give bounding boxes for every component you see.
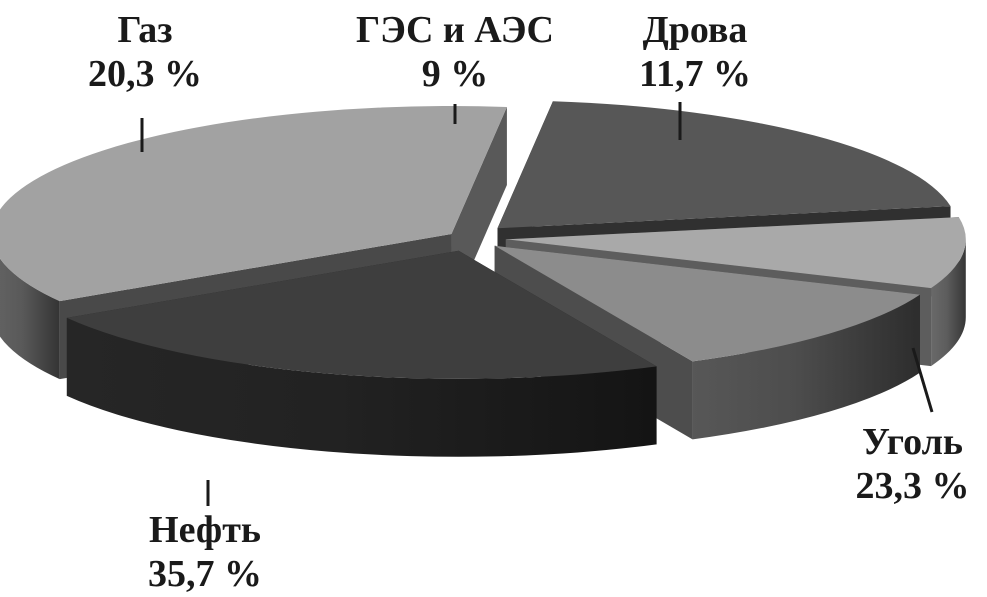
label-gas-value: 20,3 % (88, 53, 202, 95)
pie-slice-firewood (494, 245, 920, 440)
pie-slice-coal (66, 250, 657, 457)
pie-slice-gas-top (497, 101, 951, 229)
pie-slice-oil-side (0, 258, 60, 380)
label-hydro-nuclear: ГЭС и АЭС 9 % (335, 8, 575, 96)
pie-slice-coal-side (66, 317, 657, 457)
pie-slice-hydro-nuclear-top (505, 217, 966, 289)
label-coal-name: Уголь (862, 421, 963, 463)
pie-slice-hydro-nuclear-side (931, 239, 966, 367)
label-gas-name: Газ (117, 9, 173, 51)
leader-line-coal (911, 347, 934, 413)
label-oil: Нефть 35,7 % (120, 508, 290, 596)
label-gas: Газ 20,3 % (60, 8, 230, 96)
pie-slice-firewood-top (494, 245, 920, 362)
pie-slice-firewood-side (692, 294, 920, 440)
label-firewood-value: 11,7 % (639, 53, 751, 95)
label-firewood: Дрова 11,7 % (610, 8, 780, 96)
label-coal: Уголь 23,3 % (840, 420, 985, 508)
pie-slice-coal-top (66, 250, 657, 379)
label-firewood-name: Дрова (642, 9, 748, 51)
pie-slice-oil-top (0, 106, 507, 302)
label-hydro-nuclear-value: 9 % (421, 53, 489, 95)
label-oil-value: 35,7 % (148, 553, 262, 595)
label-hydro-nuclear-name: ГЭС и АЭС (356, 9, 554, 51)
label-coal-value: 23,3 % (855, 465, 970, 507)
label-oil-name: Нефть (149, 509, 261, 551)
